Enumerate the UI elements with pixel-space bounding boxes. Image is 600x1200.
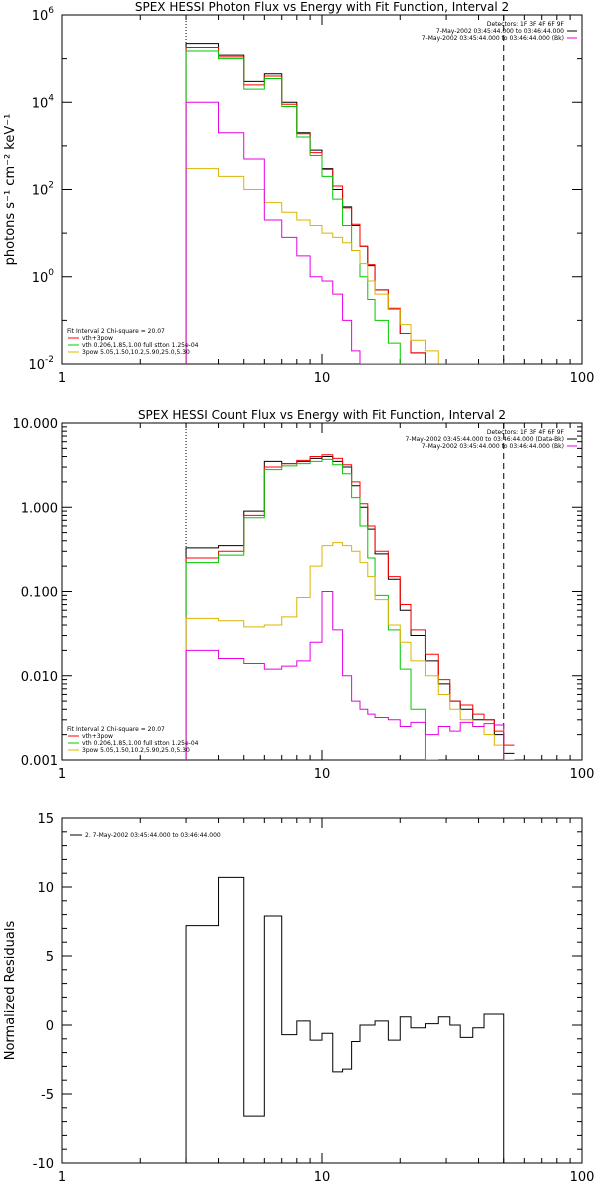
- x-tick-label: 1: [58, 767, 66, 782]
- chart-panel-3: 1 10 100 15 10 5 0 -5 -10 Normalized Residuals 2. …: [3, 812, 594, 1185]
- legend-entry: 7-May-2002 03:45:44.000 to 03:46:44.000: [436, 28, 564, 35]
- series-group: [185, 876, 505, 1163]
- y-tick-exp: 4: [48, 93, 54, 103]
- legend-entry: 7-May-2002 03:45:44.000 to 03:46:44.000 …: [422, 443, 564, 450]
- legend-entry: Fit Interval 2 Chi-square = 20.07: [67, 328, 165, 335]
- x-tick-label: 10: [314, 1170, 331, 1185]
- y-tick-label: 1.000: [21, 501, 58, 516]
- legend-entry: 2. 7-May-2002 03:45:44.000 to 03:46:44.0…: [85, 832, 221, 839]
- legend-entry: 7-May-2002 03:45:44.000 to 03:46:44.000 …: [422, 35, 564, 42]
- chart-panel-1: SPEX HESSI Photon Flux vs Energy with Fi…: [3, 0, 594, 386]
- legend-entry: 7-May-2002 03:45:44.000 to 03:46:44.000 …: [405, 436, 564, 443]
- x-tick-label: 1: [58, 1170, 66, 1185]
- y-axis-label: photons s⁻¹ cm⁻² keV⁻¹: [3, 114, 18, 266]
- y-tick-label: 10-2: [28, 355, 54, 373]
- x-tick-label: 100: [570, 767, 595, 782]
- y-tick-label: 10: [37, 881, 54, 896]
- series-group: [185, 43, 504, 364]
- legend-entry: 3pow 5.05,1.50,10.2,5.90,25.0,5.30: [82, 747, 190, 754]
- y-tick-base: 10: [32, 184, 49, 199]
- legend-entry: vth+3pow: [82, 335, 113, 342]
- y-tick-base: 10: [32, 9, 49, 24]
- series-group: [185, 454, 515, 760]
- series-line-2: [185, 46, 504, 364]
- legend-entry: vth 0.206,1.85,1.00 full stton 1.25e-04: [82, 342, 199, 349]
- legend-entry: Detectors: 1F 3F 4F 6F 9F: [487, 429, 565, 436]
- y-tick-exp: -2: [45, 355, 54, 365]
- x-tick-label: 100: [570, 1170, 595, 1185]
- chart-title: SPEX HESSI Photon Flux vs Energy with Fi…: [135, 0, 509, 14]
- y-tick-base: 10: [28, 358, 45, 373]
- series-line-1: [185, 43, 504, 364]
- legend-entry: vth 0.206,1.85,1.00 full stton 1.25e-04: [82, 740, 199, 747]
- y-tick-label: 0.010: [21, 670, 58, 685]
- legend-entry: Fit Interval 2 Chi-square = 20.07: [67, 726, 165, 733]
- legend-entry: 3pow 5.05,1.50,10.2,5.90,25.0,5.30: [82, 349, 190, 356]
- y-tick-label: -10: [33, 1157, 54, 1172]
- y-tick-label: 0.001: [21, 754, 58, 769]
- x-tick-label: 10: [314, 767, 331, 782]
- legend-entry: Detectors: 1F 3F 4F 6F 9F: [487, 21, 565, 28]
- x-tick-label: 1: [58, 371, 66, 386]
- chart-title: SPEX HESSI Count Flux vs Energy with Fit…: [138, 408, 506, 422]
- y-tick-base: 10: [32, 96, 49, 111]
- y-tick-label: 15: [37, 812, 54, 827]
- y-tick-base: 10: [32, 271, 49, 286]
- series-line-4: [185, 542, 515, 760]
- chart-panel-2: SPEX HESSI Count Flux vs Energy with Fit…: [13, 408, 595, 782]
- series-line-4: [185, 168, 504, 364]
- series-line-1: [185, 456, 515, 760]
- series-line-5: [185, 101, 504, 364]
- y-tick-label: 106: [32, 6, 55, 24]
- series-line-3: [185, 50, 426, 364]
- x-tick-label: 100: [570, 371, 595, 386]
- y-tick-exp: 6: [48, 6, 54, 16]
- y-tick-exp: 2: [48, 181, 54, 191]
- y-tick-exp: 0: [48, 268, 54, 278]
- y-tick-label: 104: [32, 93, 55, 111]
- y-tick-label: -5: [41, 1088, 54, 1103]
- y-tick-label: 102: [32, 181, 54, 199]
- y-tick-label: 5: [46, 950, 54, 965]
- y-tick-label: 0.100: [21, 586, 58, 601]
- x-tick-label: 10: [314, 371, 331, 386]
- y-tick-label: 0: [46, 1019, 54, 1034]
- series-line-5: [185, 591, 505, 760]
- y-tick-label: 10.000: [13, 417, 59, 432]
- legend-entry: vth+3pow: [82, 733, 113, 740]
- series-line-2: [185, 454, 515, 760]
- y-axis-label: Normalized Residuals: [3, 921, 18, 1061]
- y-tick-label: 100: [32, 268, 55, 286]
- series-line-1: [185, 876, 505, 1163]
